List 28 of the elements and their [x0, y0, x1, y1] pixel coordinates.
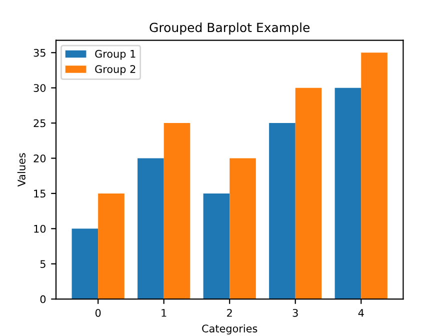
- bar: [98, 193, 124, 300]
- x-tick-label: 3: [292, 308, 298, 317]
- bar: [203, 193, 230, 300]
- legend-label: Group 2: [95, 65, 136, 76]
- y-tick-label: 20: [34, 154, 46, 162]
- chart-title: Grouped Barplot Example: [150, 22, 310, 35]
- x-tick-label: 2: [227, 308, 232, 317]
- x-axis-title: Categories: [202, 324, 258, 334]
- bar: [269, 123, 296, 300]
- bar: [295, 88, 322, 300]
- x-tick-label: 1: [162, 309, 166, 317]
- bar: [334, 88, 362, 300]
- bar: [164, 123, 190, 300]
- bar: [138, 158, 164, 300]
- y-tick-label: 35: [34, 48, 46, 57]
- x-tick-label: 4: [358, 309, 364, 317]
- bar: [230, 158, 256, 300]
- y-tick-label: 30: [34, 84, 46, 92]
- bar: [361, 52, 388, 300]
- bar: [72, 228, 98, 300]
- y-tick-label: 15: [34, 190, 46, 198]
- y-tick-label: 0: [40, 295, 46, 304]
- y-tick-label: 10: [34, 224, 46, 233]
- y-tick-label: 25: [34, 119, 46, 128]
- y-axis-title: Values: [17, 153, 26, 187]
- y-tick-label: 5: [40, 260, 46, 268]
- legend-label: Group 1: [95, 50, 136, 60]
- x-tick-label: 0: [95, 308, 101, 317]
